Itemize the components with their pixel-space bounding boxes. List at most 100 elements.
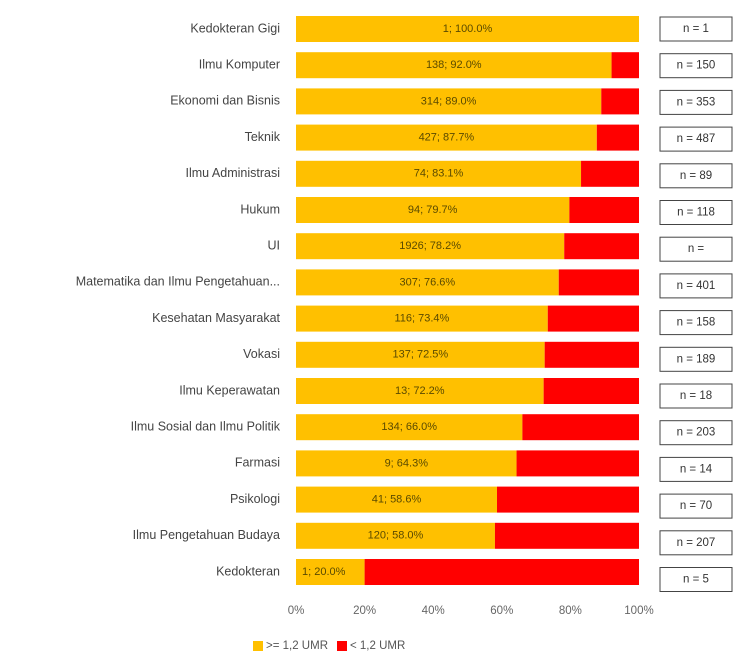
bar-segment-below xyxy=(543,378,639,404)
category-label: Ekonomi dan Bisnis xyxy=(170,94,280,108)
bar-data-label: 13; 72.2% xyxy=(395,385,445,397)
bar-segment-below xyxy=(569,197,639,223)
n-count-label: n = 70 xyxy=(680,500,712,512)
bar-segment-above xyxy=(296,522,495,549)
n-count-label: n = 14 xyxy=(680,463,713,475)
bar-segment-above xyxy=(296,52,612,79)
bar-data-label: 427; 87.7% xyxy=(419,132,475,144)
bar-segment-above xyxy=(296,414,523,441)
bar-segment-above xyxy=(296,88,602,115)
n-count-box xyxy=(659,530,733,556)
bar-segment-above xyxy=(296,305,548,332)
n-count-label: n = 401 xyxy=(677,280,716,292)
n-count-box xyxy=(659,383,733,409)
legend: >= 1,2 UMR < 1,2 UMR xyxy=(253,640,405,652)
category-label: Farmasi xyxy=(235,456,280,470)
x-tick-label: 100% xyxy=(624,605,653,617)
bar-segment-above xyxy=(296,197,570,223)
bar-data-label: 138; 92.0% xyxy=(426,59,482,71)
bar-segment-below xyxy=(494,522,639,549)
n-count-label: n = 487 xyxy=(677,133,716,145)
legend-label: >= 1,2 UMR xyxy=(266,640,328,652)
category-label: Matematika dan Ilmu Pengetahuan... xyxy=(76,275,280,289)
bar-segment-above xyxy=(296,486,497,513)
legend-label: < 1,2 UMR xyxy=(350,640,405,652)
legend-swatch xyxy=(253,641,263,651)
n-count-box xyxy=(659,346,733,372)
n-count-label: n = 1 xyxy=(683,23,709,35)
bar-data-label: 120; 58.0% xyxy=(368,530,424,542)
category-label: Psikologi xyxy=(230,492,280,506)
x-tick-label: 40% xyxy=(422,605,445,617)
bar-data-label: 41; 58.6% xyxy=(372,494,422,506)
x-tick-label: 80% xyxy=(559,605,582,617)
category-label: Ilmu Komputer xyxy=(199,57,280,71)
category-label: Vokasi xyxy=(243,347,280,361)
n-count-box xyxy=(659,89,733,115)
bar-segment-below xyxy=(581,160,639,187)
x-tick-label: 0% xyxy=(288,605,305,617)
n-count-box xyxy=(659,16,733,42)
bar-segment-above xyxy=(296,160,582,187)
bar-segment-below xyxy=(516,450,639,477)
category-label: Ilmu Administrasi xyxy=(186,166,280,180)
bar-data-label: 94; 79.7% xyxy=(408,204,458,216)
n-count-boxes: n = 1 n = 150 n = 353 n = 487 n = 89 n = 118 n… xyxy=(659,16,733,592)
bar-segment-below xyxy=(544,341,639,368)
n-count-box xyxy=(659,420,733,446)
category-labels: Kedokteran Gigi Ilmu Komputer Ekonomi dan … xyxy=(76,21,281,578)
bar-segment-above xyxy=(296,378,544,404)
x-axis-ticks: 0% 20% 40% 60% 80% 100% xyxy=(288,605,654,617)
n-count-box xyxy=(659,200,733,225)
bar-segment-below xyxy=(496,486,639,513)
category-label: Kedokteran Gigi xyxy=(190,21,280,35)
n-count-label: n = 353 xyxy=(677,96,716,108)
n-count-label: n = 203 xyxy=(677,427,716,439)
bar-data-label: 307; 76.6% xyxy=(400,276,456,288)
bar-data-label: 9; 64.3% xyxy=(385,457,429,469)
bar-data-label: 74; 83.1% xyxy=(414,168,464,180)
n-count-label: n = 158 xyxy=(677,317,716,329)
legend-swatch xyxy=(337,641,347,651)
category-label: Teknik xyxy=(245,130,281,144)
n-count-box xyxy=(659,163,733,189)
bar-data-label: 137; 72.5% xyxy=(393,349,449,361)
n-count-label: n = 118 xyxy=(677,207,715,219)
bar-data-label: 116; 73.4% xyxy=(394,313,449,325)
n-count-box xyxy=(659,493,733,519)
bar-segment-above xyxy=(296,124,597,151)
n-count-box xyxy=(659,126,733,152)
bar-segment-below xyxy=(522,414,639,441)
bar-data-label: 134; 66.0% xyxy=(381,421,437,433)
bar-segment-below xyxy=(611,52,639,79)
n-count-box xyxy=(659,310,733,336)
bar-data-label: 314; 89.0% xyxy=(421,95,477,107)
bar-segment-above xyxy=(296,16,639,42)
data-labels: 1; 100.0% 138; 92.0% 314; 89.0% 427; 87.7% 7… xyxy=(302,23,492,578)
bar-segment-above xyxy=(296,450,517,477)
n-count-box xyxy=(659,273,733,299)
bar-segment-below xyxy=(547,305,639,332)
bar-data-label: 1; 20.0% xyxy=(302,566,346,578)
bar-segment-below xyxy=(564,233,639,260)
bar-data-label: 1926; 78.2% xyxy=(399,240,461,252)
n-count-box xyxy=(659,236,733,262)
category-label: Ilmu Keperawatan xyxy=(179,383,280,397)
bars-group xyxy=(296,16,639,585)
category-label: Kedokteran xyxy=(216,564,280,578)
category-label: Ilmu Pengetahuan Budaya xyxy=(133,528,280,542)
n-count-label: n = xyxy=(688,243,705,255)
bar-segment-below xyxy=(558,269,639,296)
bar-segment-above xyxy=(296,233,565,260)
bar-segment-below xyxy=(364,559,639,585)
bar-segment-above xyxy=(296,269,559,296)
n-count-box xyxy=(659,456,733,482)
n-count-label: n = 18 xyxy=(680,390,712,402)
n-count-label: n = 207 xyxy=(677,537,716,549)
n-count-label: n = 189 xyxy=(677,353,716,365)
bar-segment-above xyxy=(296,341,545,368)
n-count-label: n = 89 xyxy=(680,170,712,182)
bar-segment-below xyxy=(601,88,639,115)
bar-segment-above xyxy=(296,559,365,585)
